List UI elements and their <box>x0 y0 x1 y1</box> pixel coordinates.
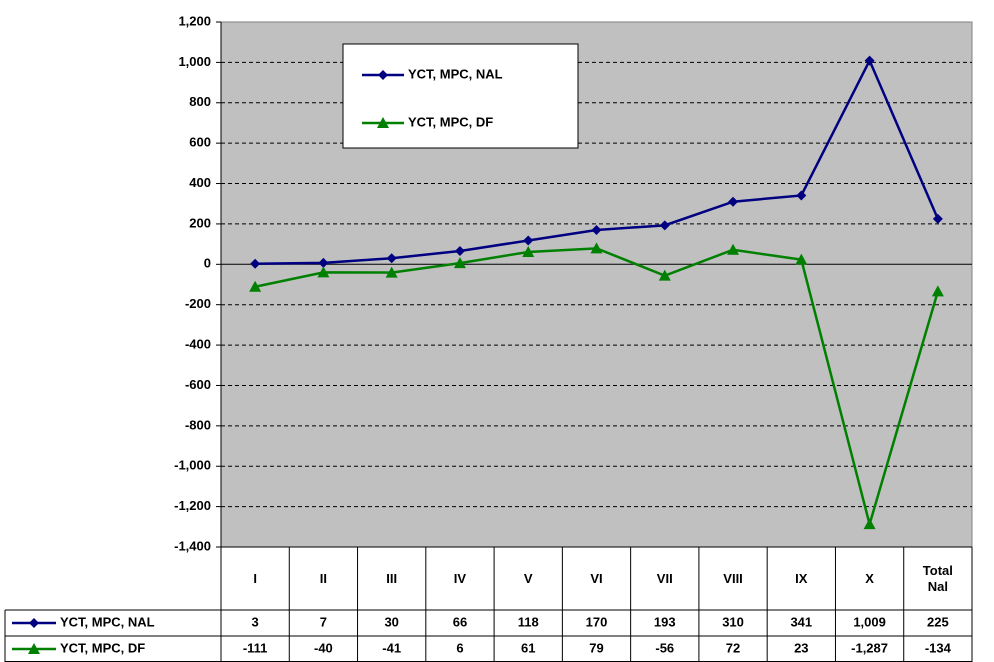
data-label: -1,287 <box>851 640 888 655</box>
x-tick-label: I <box>253 570 257 586</box>
marker <box>863 518 876 530</box>
data-label: -56 <box>655 640 674 655</box>
data-label: 225 <box>927 614 949 629</box>
x-tick-cell: II <box>319 570 328 586</box>
data-label: 193 <box>654 614 676 629</box>
data-label: 61 <box>521 640 535 655</box>
x-tick-cell: V <box>523 570 533 586</box>
marker <box>453 257 466 269</box>
plot-area <box>220 21 973 548</box>
x-tick-label: Total Nal <box>922 562 953 594</box>
y-tick-label: 1,200 <box>178 13 211 28</box>
marker <box>864 55 875 66</box>
x-tick-label: IX <box>795 570 808 586</box>
marker <box>318 257 329 268</box>
x-tick-cell: X <box>865 570 874 586</box>
x-tick-cell: IV <box>453 570 467 586</box>
marker <box>522 245 535 257</box>
marker <box>249 280 262 292</box>
x-tick-label: V <box>523 570 533 586</box>
data-label: 170 <box>586 614 608 629</box>
marker <box>728 196 739 207</box>
x-tick-cell: Total Nal <box>922 562 953 594</box>
data-label: -111 <box>243 640 268 655</box>
data-label: -41 <box>382 640 401 655</box>
data-label: 72 <box>726 640 740 655</box>
marker <box>931 285 944 297</box>
marker <box>454 245 465 256</box>
x-tick-cell: VII <box>656 570 673 586</box>
data-label: 118 <box>518 614 539 629</box>
y-tick-label: -1,400 <box>174 538 211 553</box>
data-label: 30 <box>384 614 398 629</box>
marker <box>29 618 39 628</box>
data-label: -40 <box>314 640 333 655</box>
x-tick-label: VII <box>656 570 673 586</box>
y-tick-label: 600 <box>189 135 211 150</box>
y-tick-label: -200 <box>185 296 211 311</box>
marker <box>250 258 261 269</box>
y-tick-label: 0 <box>204 256 211 271</box>
x-tick-label: IV <box>453 570 467 586</box>
marker <box>727 243 740 255</box>
data-label: 310 <box>722 614 744 629</box>
x-tick-label: X <box>865 570 874 586</box>
marker <box>378 70 388 80</box>
y-tick-label: -400 <box>185 337 211 352</box>
data-label: 3 <box>252 614 259 629</box>
marker <box>795 253 808 265</box>
data-label: 6 <box>456 640 463 655</box>
data-label: 23 <box>794 640 808 655</box>
x-tick-cell: I <box>253 570 257 586</box>
y-tick-label: -1,200 <box>174 498 211 513</box>
x-tick-label: II <box>319 570 328 586</box>
marker <box>591 224 602 235</box>
marker <box>523 235 534 246</box>
table-series-name: YCT, MPC, DF <box>60 640 145 655</box>
marker <box>386 253 397 264</box>
marker <box>317 266 330 278</box>
legend <box>342 43 579 149</box>
y-tick-label: 800 <box>189 94 211 109</box>
legend-label: YCT, MPC, NAL <box>408 66 503 81</box>
y-tick-label: -600 <box>185 377 211 392</box>
marker <box>658 269 671 281</box>
data-label: 66 <box>453 614 467 629</box>
y-tick-label: 200 <box>189 215 211 230</box>
marker <box>796 190 807 201</box>
y-tick-label: 400 <box>189 175 211 190</box>
x-tick-cell: VI <box>590 570 603 586</box>
marker <box>28 643 40 654</box>
table-series-name: YCT, MPC, NAL <box>60 614 155 629</box>
marker <box>659 220 670 231</box>
marker <box>590 242 603 254</box>
x-tick-cell: VIII <box>723 570 743 586</box>
marker <box>385 266 398 278</box>
data-label: -134 <box>925 640 952 655</box>
y-tick-label: -1,000 <box>174 458 211 473</box>
x-tick-cell: IX <box>795 570 808 586</box>
x-tick-label: VIII <box>723 570 743 586</box>
legend-label: YCT, MPC, DF <box>408 114 493 129</box>
data-label: 7 <box>320 614 327 629</box>
data-label: 341 <box>790 614 812 629</box>
x-tick-label: VI <box>590 570 603 586</box>
y-tick-label: -800 <box>185 417 211 432</box>
y-tick-label: 1,000 <box>178 54 211 69</box>
x-tick-cell: III <box>386 570 398 586</box>
marker <box>932 213 943 224</box>
marker <box>377 117 389 128</box>
data-label: 1,009 <box>853 614 886 629</box>
x-tick-label: III <box>386 570 398 586</box>
data-label: 79 <box>589 640 603 655</box>
